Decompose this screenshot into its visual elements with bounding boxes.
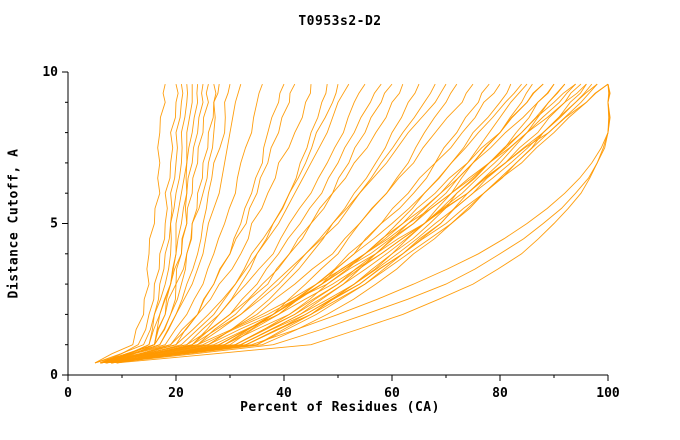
svg-text:0: 0 — [50, 368, 58, 383]
svg-text:80: 80 — [492, 386, 508, 401]
svg-text:20: 20 — [168, 386, 184, 401]
svg-text:0: 0 — [64, 386, 72, 401]
y-axis-label: Distance Cutoff, A — [6, 148, 22, 299]
svg-text:60: 60 — [384, 386, 400, 401]
svg-text:40: 40 — [276, 386, 292, 401]
svg-text:5: 5 — [50, 217, 58, 232]
x-axis-label: Percent of Residues (CA) — [240, 400, 440, 415]
svg-text:10: 10 — [42, 65, 58, 80]
chart-title: T0953s2-D2 — [298, 14, 382, 29]
svg-text:100: 100 — [596, 386, 620, 401]
